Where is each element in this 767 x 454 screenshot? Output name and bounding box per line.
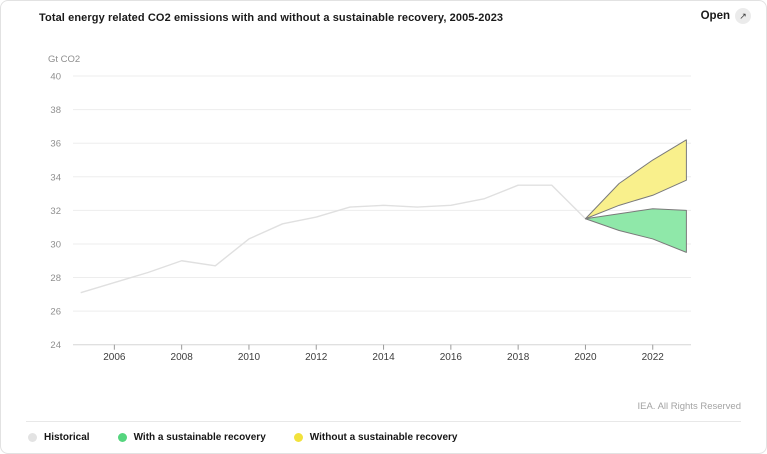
- open-button[interactable]: Open ↗: [701, 8, 751, 24]
- legend-item-with-recovery[interactable]: With a sustainable recovery: [117, 431, 266, 443]
- svg-text:30: 30: [50, 239, 61, 250]
- open-button-label: Open: [700, 10, 730, 22]
- legend-label: With a sustainable recovery: [133, 431, 266, 443]
- svg-text:38: 38: [50, 105, 61, 116]
- svg-text:40: 40: [50, 72, 61, 83]
- copyright-text: IEA. All Rights Reserved: [637, 401, 742, 412]
- svg-text:26: 26: [50, 307, 61, 318]
- footer-divider: [26, 421, 741, 422]
- with-recovery-dot-icon: [117, 432, 127, 442]
- svg-text:32: 32: [50, 206, 61, 217]
- historical-dot-icon: [28, 432, 37, 442]
- legend-label: Historical: [44, 431, 90, 443]
- legend-item-historical[interactable]: Historical: [28, 432, 90, 443]
- legend: Historical With a sustainable recovery W…: [28, 429, 458, 445]
- svg-text:2022: 2022: [642, 352, 665, 363]
- arrow-up-right-icon: ↗: [735, 8, 751, 24]
- svg-text:2018: 2018: [507, 352, 530, 363]
- svg-text:2008: 2008: [171, 352, 194, 363]
- svg-text:2014: 2014: [372, 352, 395, 363]
- legend-item-without-recovery[interactable]: Without a sustainable recovery: [293, 431, 458, 443]
- svg-text:24: 24: [50, 340, 61, 351]
- svg-text:36: 36: [50, 139, 61, 150]
- svg-text:2020: 2020: [574, 352, 597, 363]
- legend-label: Without a sustainable recovery: [309, 431, 458, 443]
- svg-text:2012: 2012: [305, 352, 328, 363]
- without-recovery-dot-icon: [293, 432, 303, 442]
- svg-text:2010: 2010: [238, 352, 261, 363]
- svg-text:34: 34: [50, 172, 61, 183]
- svg-text:2006: 2006: [103, 352, 126, 363]
- svg-text:28: 28: [50, 273, 61, 284]
- chart-title: Total energy related CO2 emissions with …: [39, 12, 504, 24]
- svg-text:2016: 2016: [440, 352, 463, 363]
- y-axis-unit-label: Gt CO2: [48, 54, 81, 65]
